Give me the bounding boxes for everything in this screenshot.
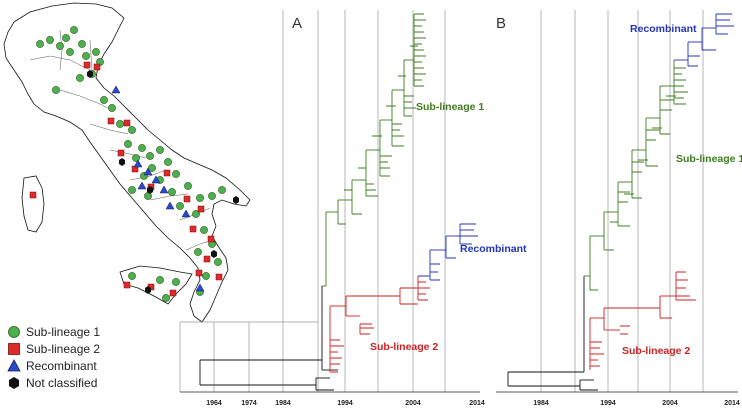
map-legend: Sub-lineage 1 Sub-lineage 2 Recombinant … [7, 325, 100, 390]
clade-label-sub-lineage-2-a: Sub-lineage 2 [370, 341, 438, 353]
legend-triangle-icon [7, 359, 21, 372]
grid-lines-b [540, 10, 704, 392]
legend-circle-icon [8, 326, 20, 338]
axis-tick-label: 1984 [533, 400, 549, 407]
clade-label-sub-lineage-1-b: Sub-lineage 1 [676, 153, 742, 165]
tree-a-sub-lineage-2 [329, 275, 430, 373]
sardinia-outline [21, 175, 45, 233]
legend-hexagon-icon [9, 377, 19, 389]
axis-tick-label: 1964 [206, 400, 222, 407]
tree-panel-a: 1964 1974 1984 1994 2004 2014 A [179, 10, 527, 407]
legend-label: Recombinant [26, 359, 97, 373]
map-markers [29, 26, 239, 302]
grid-lines-a [213, 10, 446, 392]
legend-label: Sub-lineage 1 [26, 325, 100, 339]
tree-a-recombinant [418, 223, 478, 281]
tree-b-root-branches [507, 276, 598, 391]
legend-label: Not classified [26, 376, 97, 390]
tree-b-sub-lineage-2 [589, 271, 696, 370]
italy-map [3, 2, 251, 323]
panel-label-b: B [496, 15, 506, 32]
panel-label-a: A [292, 15, 302, 32]
clade-label-recombinant-a: Recombinant [460, 243, 527, 255]
legend-label: Sub-lineage 2 [26, 342, 100, 356]
tree-b-recombinant [674, 13, 734, 67]
legend-item-recombinant: Recombinant [7, 359, 97, 373]
legend-square-icon [8, 343, 20, 355]
axis-tick-label: 1984 [275, 400, 291, 407]
axis-tick-label: 1974 [241, 400, 257, 407]
clade-label-sub-lineage-2-b: Sub-lineage 2 [622, 345, 690, 357]
region-borders [29, 29, 215, 251]
sicily-outline [119, 265, 193, 305]
legend-item-sub-lineage-1: Sub-lineage 1 [8, 325, 100, 339]
legend-item-not-classified: Not classified [9, 376, 97, 390]
axis-tick-label: 1994 [600, 400, 616, 407]
axis-tick-label: 2014 [469, 400, 485, 407]
axis-ticks-b: 1984 1994 2004 2014 [533, 400, 740, 407]
axis-tick-label: 1994 [337, 400, 353, 407]
inset-box-a [179, 10, 319, 392]
axis-tick-label: 2014 [724, 400, 740, 407]
tree-b-sub-lineage-1 [584, 60, 688, 291]
clade-label-recombinant-b: Recombinant [630, 23, 697, 35]
axis-ticks-a: 1964 1974 1984 1994 2004 2014 [206, 400, 485, 407]
clade-label-sub-lineage-1-a: Sub-lineage 1 [416, 101, 484, 113]
axis-tick-label: 2004 [405, 400, 421, 407]
tree-a-root-branches [199, 286, 338, 391]
legend-item-sub-lineage-2: Sub-lineage 2 [8, 342, 100, 356]
tree-panel-b: 1984 1994 2004 2014 B [496, 10, 742, 407]
axis-tick-label: 2004 [662, 400, 678, 407]
tree-a-sub-lineage-1 [322, 13, 426, 287]
italy-mainland-outline [3, 2, 251, 323]
